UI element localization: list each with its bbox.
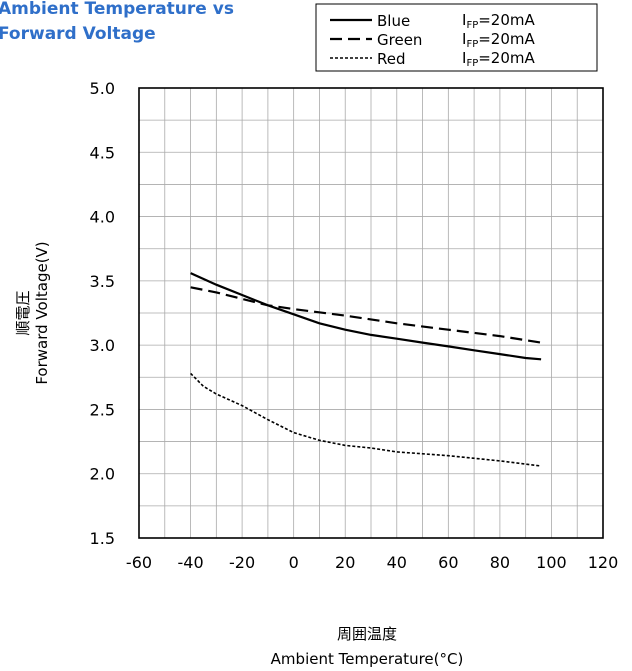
x-tick-label: -40 (177, 553, 203, 572)
y-tick-label: 5.0 (90, 79, 115, 98)
legend-box (315, 3, 598, 72)
y-tick-labels: 1.5 2.0 2.5 3.0 3.5 4.0 4.5 5.0 (90, 79, 115, 548)
y-tick-label: 2.5 (90, 400, 115, 419)
legend: Blue IFP=20mA Green IFP=20mA Red IFP=20mA (315, 3, 598, 72)
legend-label-green: Green (377, 31, 422, 49)
chart-title-line-2: Forward Voltage (0, 24, 156, 44)
y-tick-label: 3.0 (90, 336, 115, 355)
y-tick-label: 1.5 (90, 529, 115, 548)
y-tick-label: 4.0 (90, 208, 115, 227)
legend-condition: IFP=20mA (462, 30, 536, 50)
x-tick-label: 20 (335, 553, 355, 572)
series-lines (190, 272, 542, 467)
series-line-green (190, 286, 542, 344)
y-axis-title: 順電圧 Forward Voltage(V) (14, 241, 51, 384)
legend-condition: IFP=20mA (462, 11, 536, 31)
series-line-blue (190, 272, 542, 361)
x-tick-label: 60 (438, 553, 458, 572)
y-axis-label-jp: 順電圧 (14, 290, 32, 335)
x-axis-label-jp: 周囲温度 (337, 625, 397, 643)
x-axis-title: 周囲温度 Ambient Temperature(°C) (271, 625, 464, 668)
x-axis-label: Ambient Temperature(°C) (271, 650, 464, 668)
chart-title-line-1: Ambient Temperature vs (0, 0, 234, 19)
y-tick-label: 2.0 (90, 465, 115, 484)
y-tick-label: 4.5 (90, 143, 115, 162)
y-tick-label: 3.5 (90, 272, 115, 291)
legend-label-blue: Blue (377, 12, 410, 30)
grid (139, 88, 603, 538)
series-line-red (190, 372, 542, 467)
y-axis-label: Forward Voltage(V) (33, 241, 51, 384)
legend-condition: IFP=20mA (462, 49, 536, 69)
x-tick-label: -20 (229, 553, 255, 572)
x-tick-label: 80 (490, 553, 510, 572)
x-tick-label: 0 (289, 553, 299, 572)
chart-title: Ambient Temperature vs Forward Voltage (0, 0, 234, 44)
legend-label-red: Red (377, 50, 406, 68)
plot-frame (138, 87, 604, 539)
x-tick-label: -60 (126, 553, 152, 572)
x-tick-label: 40 (387, 553, 407, 572)
x-tick-label: 120 (588, 553, 619, 572)
x-tick-label: 100 (536, 553, 567, 572)
x-tick-labels: -60 -40 -20 0 20 40 60 80 100 120 (126, 553, 618, 572)
